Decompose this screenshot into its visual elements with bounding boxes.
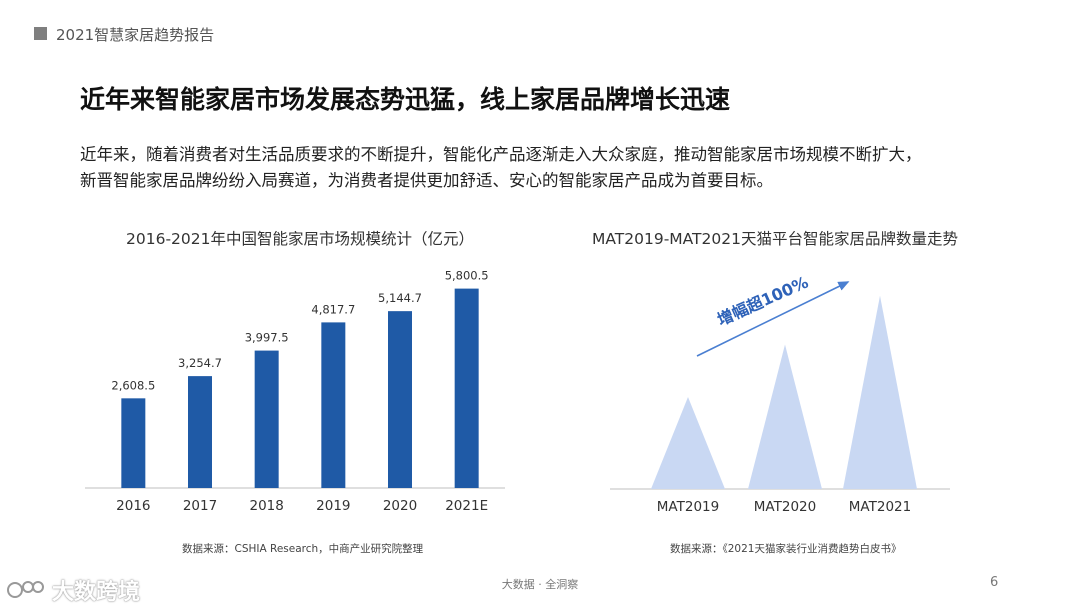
bar-chart-title: 2016-2021年中国智能家居市场规模统计（亿元） bbox=[126, 230, 474, 248]
bar-value-label: 5,144.7 bbox=[378, 291, 422, 305]
footer-text: 大数据 · 全洞察 bbox=[501, 578, 579, 591]
bar-2017 bbox=[188, 376, 212, 488]
description-line-1: 近年来，随着消费者对生活品质要求的不断提升，智能化产品逐渐走入大众家庭，推动智能… bbox=[80, 145, 922, 164]
x-tick-label: 2017 bbox=[183, 498, 217, 514]
bar-chart: 2,608.5 2016 3,254.7 2017 3,997.5 2018 4,817.7… bbox=[85, 269, 505, 514]
bar-value-label: 5,800.5 bbox=[445, 269, 489, 283]
x-tick-label: MAT2021 bbox=[849, 499, 911, 515]
bar-2018 bbox=[254, 350, 279, 488]
page-number: 6 bbox=[990, 575, 999, 590]
bar-2019 bbox=[321, 322, 346, 488]
description-line-2: 新晋智能家居品牌纷纷入局赛道，为消费者提供更加舒适、安心的智能家居产品成为首要目… bbox=[80, 171, 773, 190]
peak-MAT2021 bbox=[843, 295, 917, 489]
header-square bbox=[34, 27, 47, 40]
bar-chart-source: 数据来源：CSHIA Research，中商产业研究院整理 bbox=[182, 543, 424, 555]
page-title: 近年来智能家居市场发展态势迅猛，线上家居品牌增长迅速 bbox=[80, 85, 731, 114]
peak-MAT2020 bbox=[748, 344, 822, 489]
report-header: 2021智慧家居趋势报告 bbox=[56, 26, 215, 44]
bar-value-label: 3,254.7 bbox=[178, 356, 222, 370]
triangle-chart: MAT2019 MAT2020 MAT2021 增幅超100% bbox=[610, 272, 950, 515]
growth-arrow bbox=[696, 281, 850, 357]
bar-value-label: 2,608.5 bbox=[111, 378, 155, 392]
bar-2021E bbox=[454, 288, 479, 488]
watermark-text: 大数跨境 bbox=[52, 580, 141, 605]
x-tick-label: 2019 bbox=[316, 498, 350, 514]
x-tick-label: 2020 bbox=[383, 498, 417, 514]
x-tick-label: MAT2020 bbox=[754, 499, 816, 515]
x-tick-label: 2021E bbox=[445, 498, 488, 514]
triangle-chart-source: 数据来源：《2021天猫家装行业消费趋势白皮书》 bbox=[670, 543, 902, 555]
watermark: 大数跨境 bbox=[6, 574, 140, 606]
description: 近年来，随着消费者对生活品质要求的不断提升，智能化产品逐渐走入大众家庭，推动智能… bbox=[80, 142, 1040, 194]
x-tick-label: 2018 bbox=[249, 498, 283, 514]
bar-2020 bbox=[388, 311, 412, 488]
growth-annotation: 增幅超100% bbox=[714, 272, 811, 329]
x-tick-label: 2016 bbox=[116, 498, 150, 514]
watermark-logo-icon bbox=[7, 581, 44, 598]
x-tick-label: MAT2019 bbox=[657, 499, 719, 515]
peak-MAT2019 bbox=[651, 397, 725, 489]
bar-value-label: 3,997.5 bbox=[245, 331, 289, 345]
triangle-chart-title: MAT2019-MAT2021天猫平台智能家居品牌数量走势 bbox=[592, 230, 958, 248]
bar-value-label: 4,817.7 bbox=[311, 302, 355, 316]
bar-2016 bbox=[121, 398, 146, 488]
